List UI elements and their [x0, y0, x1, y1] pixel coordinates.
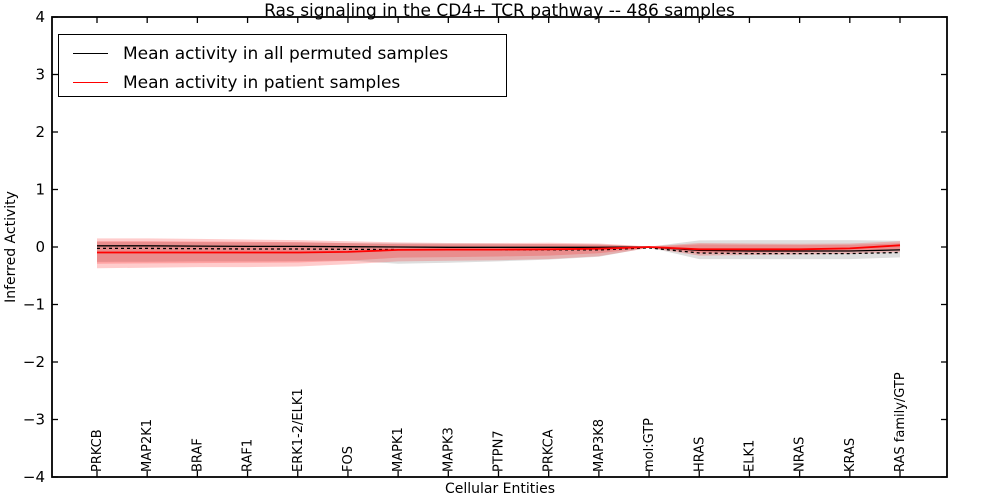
y-tick-label: 0	[35, 238, 45, 256]
x-tick-label: mol:GTP	[642, 418, 657, 472]
y-tick-label: 3	[35, 66, 45, 84]
x-tick-label: FOS	[341, 446, 356, 472]
y-tick-label: −4	[23, 468, 45, 486]
y-tick-label: 1	[35, 181, 45, 199]
legend-entry-patient: Mean activity in patient samples	[59, 67, 506, 98]
x-tick-label: NRAS	[793, 437, 808, 472]
x-tick-label: ELK1	[742, 440, 757, 472]
x-tick-label: MAP2K1	[140, 419, 155, 472]
x-tick-label: MAPK1	[391, 427, 406, 472]
legend-entry-permuted: Mean activity in all permuted samples	[59, 38, 506, 69]
y-tick-label: 4	[35, 8, 45, 26]
x-tick-label: HRAS	[692, 437, 707, 472]
legend: Mean activity in all permuted samples Me…	[58, 34, 507, 97]
legend-swatch-0	[73, 53, 108, 54]
legend-swatch-1	[73, 82, 108, 83]
x-tick-label: ERK1-2/ELK1	[291, 388, 306, 472]
legend-label-permuted: Mean activity in all permuted samples	[123, 43, 449, 64]
x-tick-label: PRKCB	[90, 429, 105, 472]
baseline-dashed-line	[97, 247, 901, 255]
y-tick-label: −2	[23, 353, 45, 371]
x-tick-label: KRAS	[843, 438, 858, 472]
y-tick-label: 2	[35, 123, 45, 141]
x-tick-label: PRKCA	[542, 429, 557, 472]
permuted-mean-line	[97, 245, 901, 252]
y-tick-label: −1	[23, 296, 45, 314]
x-tick-label: RAS family/GTP	[893, 372, 908, 472]
x-tick-label: RAF1	[241, 439, 256, 472]
patient-mean-line	[97, 244, 901, 254]
y-tick-label: −3	[23, 411, 45, 429]
x-tick-label: MAP3K8	[592, 419, 607, 472]
chart-title: Ras signaling in the CD4+ TCR pathway --…	[264, 1, 735, 21]
x-axis-label: Cellular Entities	[444, 481, 556, 497]
x-tick-label: MAPK3	[441, 427, 456, 472]
x-tick-label: PTPN7	[492, 430, 507, 472]
x-tick-label: BRAF	[190, 438, 205, 472]
legend-label-patient: Mean activity in patient samples	[123, 72, 401, 93]
